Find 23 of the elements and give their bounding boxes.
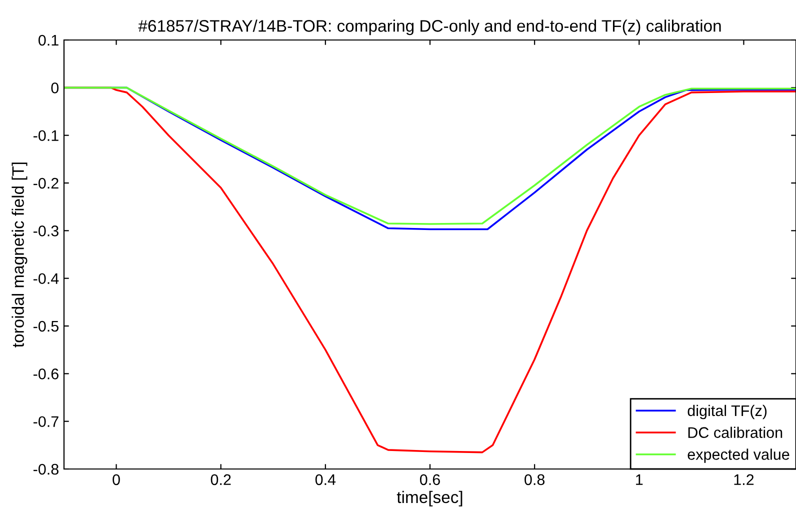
- y-tick-label: -0.4: [33, 273, 59, 284]
- y-tick-label: -0.6: [33, 368, 58, 380]
- y-tick-label: -0.7: [33, 416, 58, 428]
- x-tick-label: 0.2: [210, 474, 231, 486]
- y-tick-label: -0.5: [33, 320, 58, 332]
- x-axis-title: time[sec]: [396, 490, 462, 506]
- y-tick-label: -0.8: [33, 464, 58, 475]
- y-tick-label: -0.3: [33, 226, 58, 236]
- y-tick-label: 0.1: [38, 34, 58, 46]
- legend-label: expected value: [688, 448, 790, 463]
- x-tick-label: 0.6: [420, 474, 440, 486]
- x-tick-label: 0.4: [315, 474, 336, 486]
- legend-label: digital TF(z): [688, 404, 767, 420]
- chart-title: #61857/STRAY/14B-TOR: comparing DC-only and end-to-end TF(z) calibration: [138, 20, 721, 36]
- x-tick-label: 1: [636, 474, 643, 485]
- y-axis-title: toroidal magnetic field [T]: [12, 162, 28, 348]
- y-tick-label: -0.2: [33, 178, 58, 189]
- legend-label: DC calibration: [688, 426, 782, 438]
- x-tick-label: 0.8: [524, 474, 545, 486]
- x-tick-label: 0: [112, 474, 120, 486]
- x-tick-label: 1.2: [734, 474, 754, 485]
- y-tick-label: 0: [51, 82, 59, 94]
- y-tick-label: -0.1: [33, 130, 58, 142]
